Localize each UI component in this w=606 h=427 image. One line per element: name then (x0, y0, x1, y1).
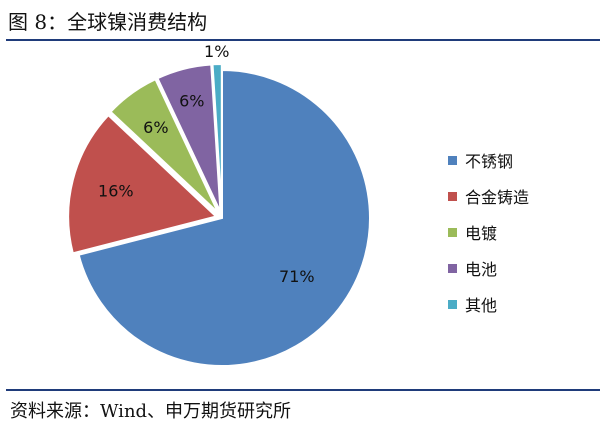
chart-legend: 不锈钢合金铸造电镀电池其他 (448, 142, 529, 322)
legend-label: 不锈钢 (465, 152, 514, 171)
data-label-alloy-casting: 16% (98, 182, 134, 201)
legend-item-battery: 电池 (448, 250, 529, 286)
legend-item-other: 其他 (448, 286, 529, 322)
data-label-stainless-steel: 71% (279, 267, 315, 286)
pie-slice-battery (156, 63, 222, 213)
legend-swatch (448, 263, 457, 273)
legend-label: 电池 (465, 260, 498, 279)
legend-label: 其他 (465, 296, 498, 315)
title-rule (6, 39, 600, 41)
pie-slice-electroplating (109, 77, 220, 214)
pie-slice-alloy-casting (67, 113, 219, 255)
legend-label: 电镀 (465, 224, 498, 243)
legend-item-alloy-casting: 合金铸造 (448, 178, 529, 214)
figure-title: 图 8：全球镍消费结构 (8, 10, 208, 34)
data-label-electroplating: 6% (143, 118, 168, 137)
legend-item-electroplating: 电镀 (448, 214, 529, 250)
pie-chart: 71% 16% 6% 6% 1% (67, 44, 371, 367)
legend-label: 合金铸造 (465, 188, 530, 207)
legend-swatch (448, 227, 457, 237)
pie-slice-other (211, 63, 223, 213)
legend-swatch (448, 299, 457, 309)
legend-item-stainless-steel: 不锈钢 (448, 142, 529, 178)
source-note: 资料来源：Wind、申万期货研究所 (10, 401, 292, 422)
data-label-battery: 6% (179, 91, 204, 110)
source-rule (6, 389, 600, 391)
data-label-other: 1% (204, 44, 229, 61)
pie-slice-stainless-steel (77, 68, 371, 367)
legend-swatch (448, 155, 457, 165)
legend-swatch (448, 191, 457, 201)
chart-area: 71% 16% 6% 6% 1% 不锈钢合金铸造电镀电池其他 (10, 44, 596, 378)
